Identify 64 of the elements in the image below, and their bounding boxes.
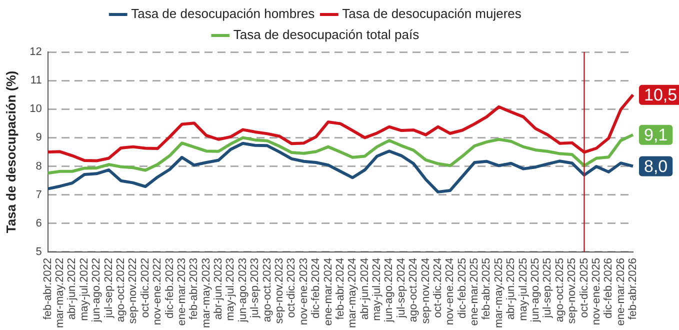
x-tick-label: mar-may.2025 — [492, 258, 505, 328]
x-tick-label: feb-abr.2026 — [627, 258, 640, 320]
x-tick-label: jun-ago.2022 — [90, 258, 103, 324]
x-tick-label: sep-nov.2022 — [127, 258, 140, 324]
legend-label: Tasa de desocupación mujeres — [342, 6, 522, 22]
x-tick-label: feb-abr.2023 — [188, 258, 200, 320]
x-tick-label: sep-nov.2025 — [566, 258, 578, 324]
y-axis-title: Tasa de desocupación (%) — [3, 70, 18, 234]
x-tick-label: may-jul.2022 — [78, 258, 90, 321]
data-label: 9,1 — [644, 126, 668, 145]
x-tick-label: ene-mar.2025 — [468, 258, 481, 326]
x-tick-label: jul-sep.2024 — [395, 258, 408, 319]
data-label: 8,0 — [644, 156, 668, 176]
x-tick-label: dic-feb.2023 — [164, 258, 176, 318]
y-tick-label: 12 — [30, 46, 42, 58]
legend-label: Tasa de desocupación hombres — [131, 6, 316, 22]
x-tick-label: ene-mar.2024 — [322, 258, 334, 326]
y-tick-label: 11 — [30, 74, 42, 87]
y-tick-label: 5 — [36, 246, 42, 258]
x-tick-label: ago-oct.2023 — [261, 258, 274, 322]
x-tick-label: feb-abr.2022 — [42, 258, 54, 320]
x-tick-label: jul-sep.2023 — [249, 258, 262, 319]
x-tick-label: nov-ene.2025 — [590, 258, 602, 326]
y-tick-label: 10 — [30, 103, 42, 116]
x-tick-label: may-jul.2025 — [517, 258, 530, 321]
x-tick-label: dic-feb.2026 — [602, 258, 615, 318]
x-tick-label: may-jul.2023 — [224, 258, 237, 321]
x-tick-label: nov-ene.2023 — [298, 258, 310, 326]
x-tick-label: ago-oct.2024 — [408, 258, 420, 322]
x-tick-label: feb-abr.2025 — [480, 258, 493, 320]
x-tick-label: jul-sep.2022 — [102, 258, 115, 319]
x-tick-label: ago-oct.2022 — [115, 258, 128, 322]
x-tick-label: nov-ene.2022 — [152, 258, 164, 326]
x-tick-label: oct-dic.2023 — [286, 258, 298, 318]
x-tick-label: mar-may.2022 — [54, 258, 66, 328]
x-tick-label: mar-may.2024 — [346, 258, 359, 328]
x-tick-label: jun-ago.2023 — [236, 258, 249, 324]
data-label: 10,5 — [644, 86, 678, 105]
y-tick-label: 7 — [36, 188, 42, 201]
x-tick-label: ago-oct.2025 — [554, 258, 566, 322]
x-tick-label: jun-ago.2024 — [383, 258, 396, 324]
x-tick-label: dic-feb.2025 — [456, 258, 468, 318]
x-tick-label: oct-dic.2025 — [578, 258, 590, 318]
x-tick-label: sep-nov.2023 — [273, 258, 286, 324]
legend-label: Tasa de desocupación total país — [233, 27, 420, 42]
y-tick-label: 9 — [36, 132, 42, 144]
x-tick-label: ene-mar.2023 — [176, 258, 188, 326]
x-tick-label: ene-mar.2026 — [614, 258, 627, 326]
x-tick-label: feb-abr.2024 — [334, 258, 346, 320]
x-tick-label: abr-jun.2022 — [66, 258, 78, 320]
x-tick-label: sep-nov.2024 — [420, 258, 432, 324]
x-tick-label: mar-may.2023 — [200, 258, 212, 328]
y-tick-label: 8 — [36, 160, 42, 172]
y-tick-label: 6 — [36, 217, 42, 230]
x-tick-label: oct-dic.2022 — [139, 258, 152, 318]
x-tick-label: dic-feb.2024 — [310, 258, 322, 318]
x-tick-label: abr-jun.2025 — [505, 258, 518, 320]
x-tick-label: jul-sep.2025 — [542, 258, 554, 319]
x-tick-label: abr-jun.2024 — [358, 258, 371, 320]
x-tick-label: may-jul.2024 — [371, 258, 384, 321]
x-tick-label: oct-dic.2024 — [432, 258, 444, 318]
x-tick-label: jun-ago.2025 — [530, 258, 542, 324]
x-tick-label: nov-ene.2024 — [444, 258, 456, 326]
x-tick-label: abr-jun.2023 — [212, 258, 225, 320]
